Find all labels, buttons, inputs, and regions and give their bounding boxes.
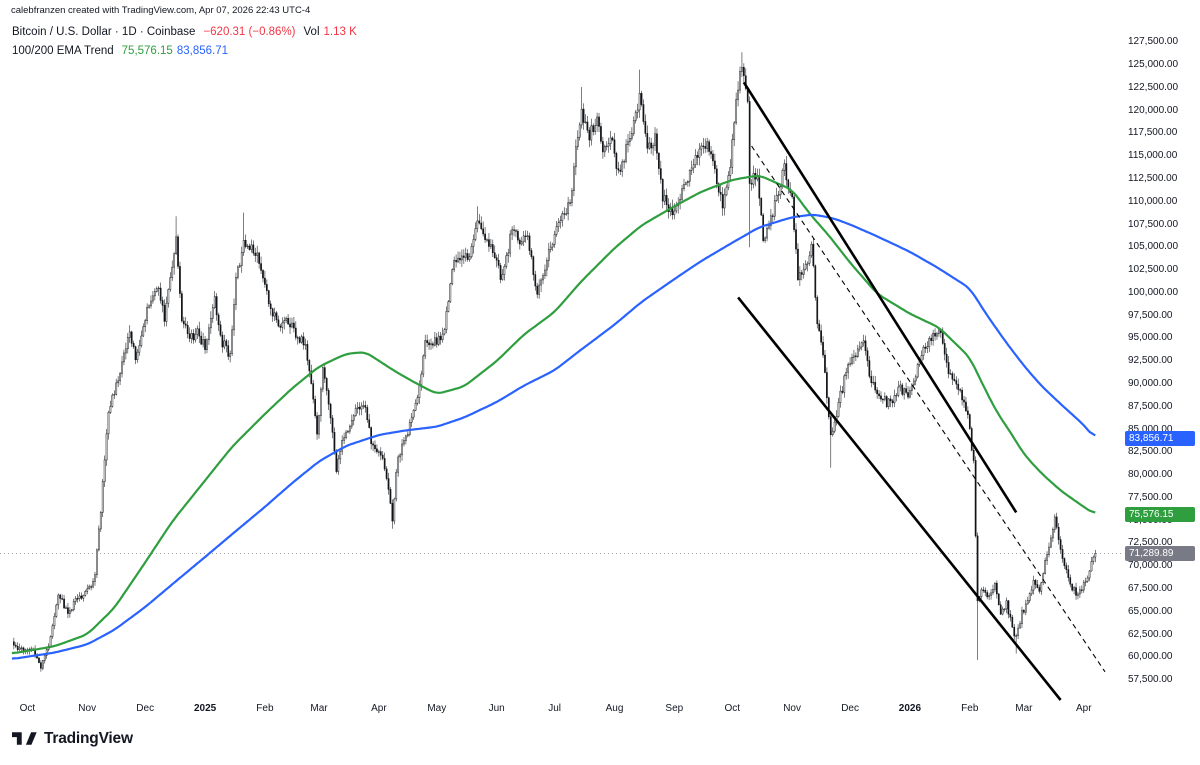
legend-vol-label: Vol <box>303 26 320 38</box>
tradingview-footer[interactable]: TradingView <box>12 729 133 748</box>
price-axis-label: 72,500.00 <box>1128 537 1173 549</box>
time-axis-label: 2026 <box>898 703 922 714</box>
time-axis-label: Nov <box>78 703 97 714</box>
price-axis-label: 102,500.00 <box>1128 264 1179 276</box>
price-axis-label: 105,000.00 <box>1128 241 1179 253</box>
price-axis-label: 122,500.00 <box>1128 81 1179 93</box>
time-axis-label: Mar <box>310 703 328 714</box>
price-axis-label: 117,500.00 <box>1128 127 1178 139</box>
time-axis-label: Nov <box>783 703 801 714</box>
price-axis-label: 90,000.00 <box>1128 377 1173 389</box>
ema100-value: 75,576.15 <box>121 45 173 57</box>
ema-200-line[interactable] <box>11 213 1096 660</box>
ema200-price-badge: 83,856.71 <box>1125 431 1195 447</box>
ema200-value: 83,856.71 <box>176 45 228 57</box>
price-axis-label: 82,500.00 <box>1128 446 1173 458</box>
indicator-title[interactable]: 100/200 EMA Trend <box>12 45 114 57</box>
price-axis-label: 92,500.00 <box>1128 355 1173 367</box>
attribution-text: calebfranzen created with TradingView.co… <box>11 5 311 16</box>
chart-legend: Bitcoin / U.S. Dollar · 1D · Coinbase −62… <box>12 25 357 58</box>
time-axis-label: Apr <box>1076 703 1092 714</box>
price-axis-label: 125,000.00 <box>1128 59 1179 71</box>
trendline-2[interactable] <box>737 296 1062 701</box>
price-axis-label: 95,000.00 <box>1128 332 1173 344</box>
price-axis-label: 120,000.00 <box>1128 104 1179 116</box>
time-axis-label: Mar <box>1015 703 1033 714</box>
price-axis-label: 127,500.00 <box>1128 36 1179 48</box>
price-axis-label: 70,000.00 <box>1128 560 1173 572</box>
time-axis-label: 2025 <box>193 703 217 714</box>
time-axis-label: Feb <box>961 703 979 714</box>
price-axis-label: 60,000.00 <box>1128 651 1173 663</box>
symbol-legend-row[interactable]: Bitcoin / U.S. Dollar · 1D · Coinbase −62… <box>12 25 357 39</box>
time-axis-label: Oct <box>19 703 36 714</box>
time-axis-label: Jun <box>488 703 505 714</box>
price-axis-label: 97,500.00 <box>1128 309 1173 321</box>
time-axis-label: Dec <box>136 703 155 714</box>
ema-100-line[interactable] <box>11 175 1096 655</box>
time-axis-label: Oct <box>724 703 741 714</box>
indicator-legend-row[interactable]: 100/200 EMA Trend 75,576.15 83,856.71 <box>12 44 357 58</box>
price-axis-label: 115,000.00 <box>1128 150 1178 162</box>
price-axis-label: 65,000.00 <box>1128 605 1173 617</box>
price-axis-label: 85,000.00 <box>1128 423 1173 435</box>
price-axis-label: 110,000.00 <box>1128 195 1178 207</box>
time-axis[interactable]: Oct Nov Dec 2025 Feb Mar Apr May Jun Jul Aug Sep Oct… <box>0 703 1125 719</box>
candlestick-series <box>13 52 1097 672</box>
price-axis-label: 112,500.00 <box>1128 173 1178 185</box>
time-axis-label: Dec <box>841 703 859 714</box>
symbol-title[interactable]: Bitcoin / U.S. Dollar · 1D · Coinbase <box>12 26 196 38</box>
price-axis-label: 80,000.00 <box>1128 469 1173 481</box>
tradingview-logo-icon <box>12 732 37 745</box>
price-axis[interactable]: 57,500.00 60,000.00 62,500.00 65,000.00 67,5… <box>1125 0 1200 765</box>
price-axis-label: 87,500.00 <box>1128 400 1173 412</box>
time-axis-label: Sep <box>665 703 684 714</box>
trendline-3-dashed[interactable] <box>751 145 1106 673</box>
trendline-1[interactable] <box>742 81 1018 514</box>
price-axis-label: 100,000.00 <box>1128 286 1179 298</box>
time-axis-label: Feb <box>256 703 274 714</box>
tradingview-wordmark: TradingView <box>44 729 133 747</box>
legend-change: −620.31 (−0.86%) <box>203 26 296 38</box>
legend-vol-value: 1.13 K <box>323 26 357 38</box>
price-axis-label: 67,500.00 <box>1128 582 1173 594</box>
time-axis-label: Apr <box>371 703 387 714</box>
time-axis-label: Jul <box>548 703 561 714</box>
ema100-price-badge: 75,576.15 <box>1125 506 1195 522</box>
price-axis-label: 107,500.00 <box>1128 218 1179 230</box>
price-axis-label: 57,500.00 <box>1128 674 1173 686</box>
price-axis-label: 77,500.00 <box>1128 491 1173 503</box>
time-axis-label: Aug <box>605 703 624 714</box>
time-axis-label: May <box>427 703 447 714</box>
last-price-badge: 71,289.89 <box>1125 545 1195 561</box>
price-axis-label: 62,500.00 <box>1128 628 1173 640</box>
